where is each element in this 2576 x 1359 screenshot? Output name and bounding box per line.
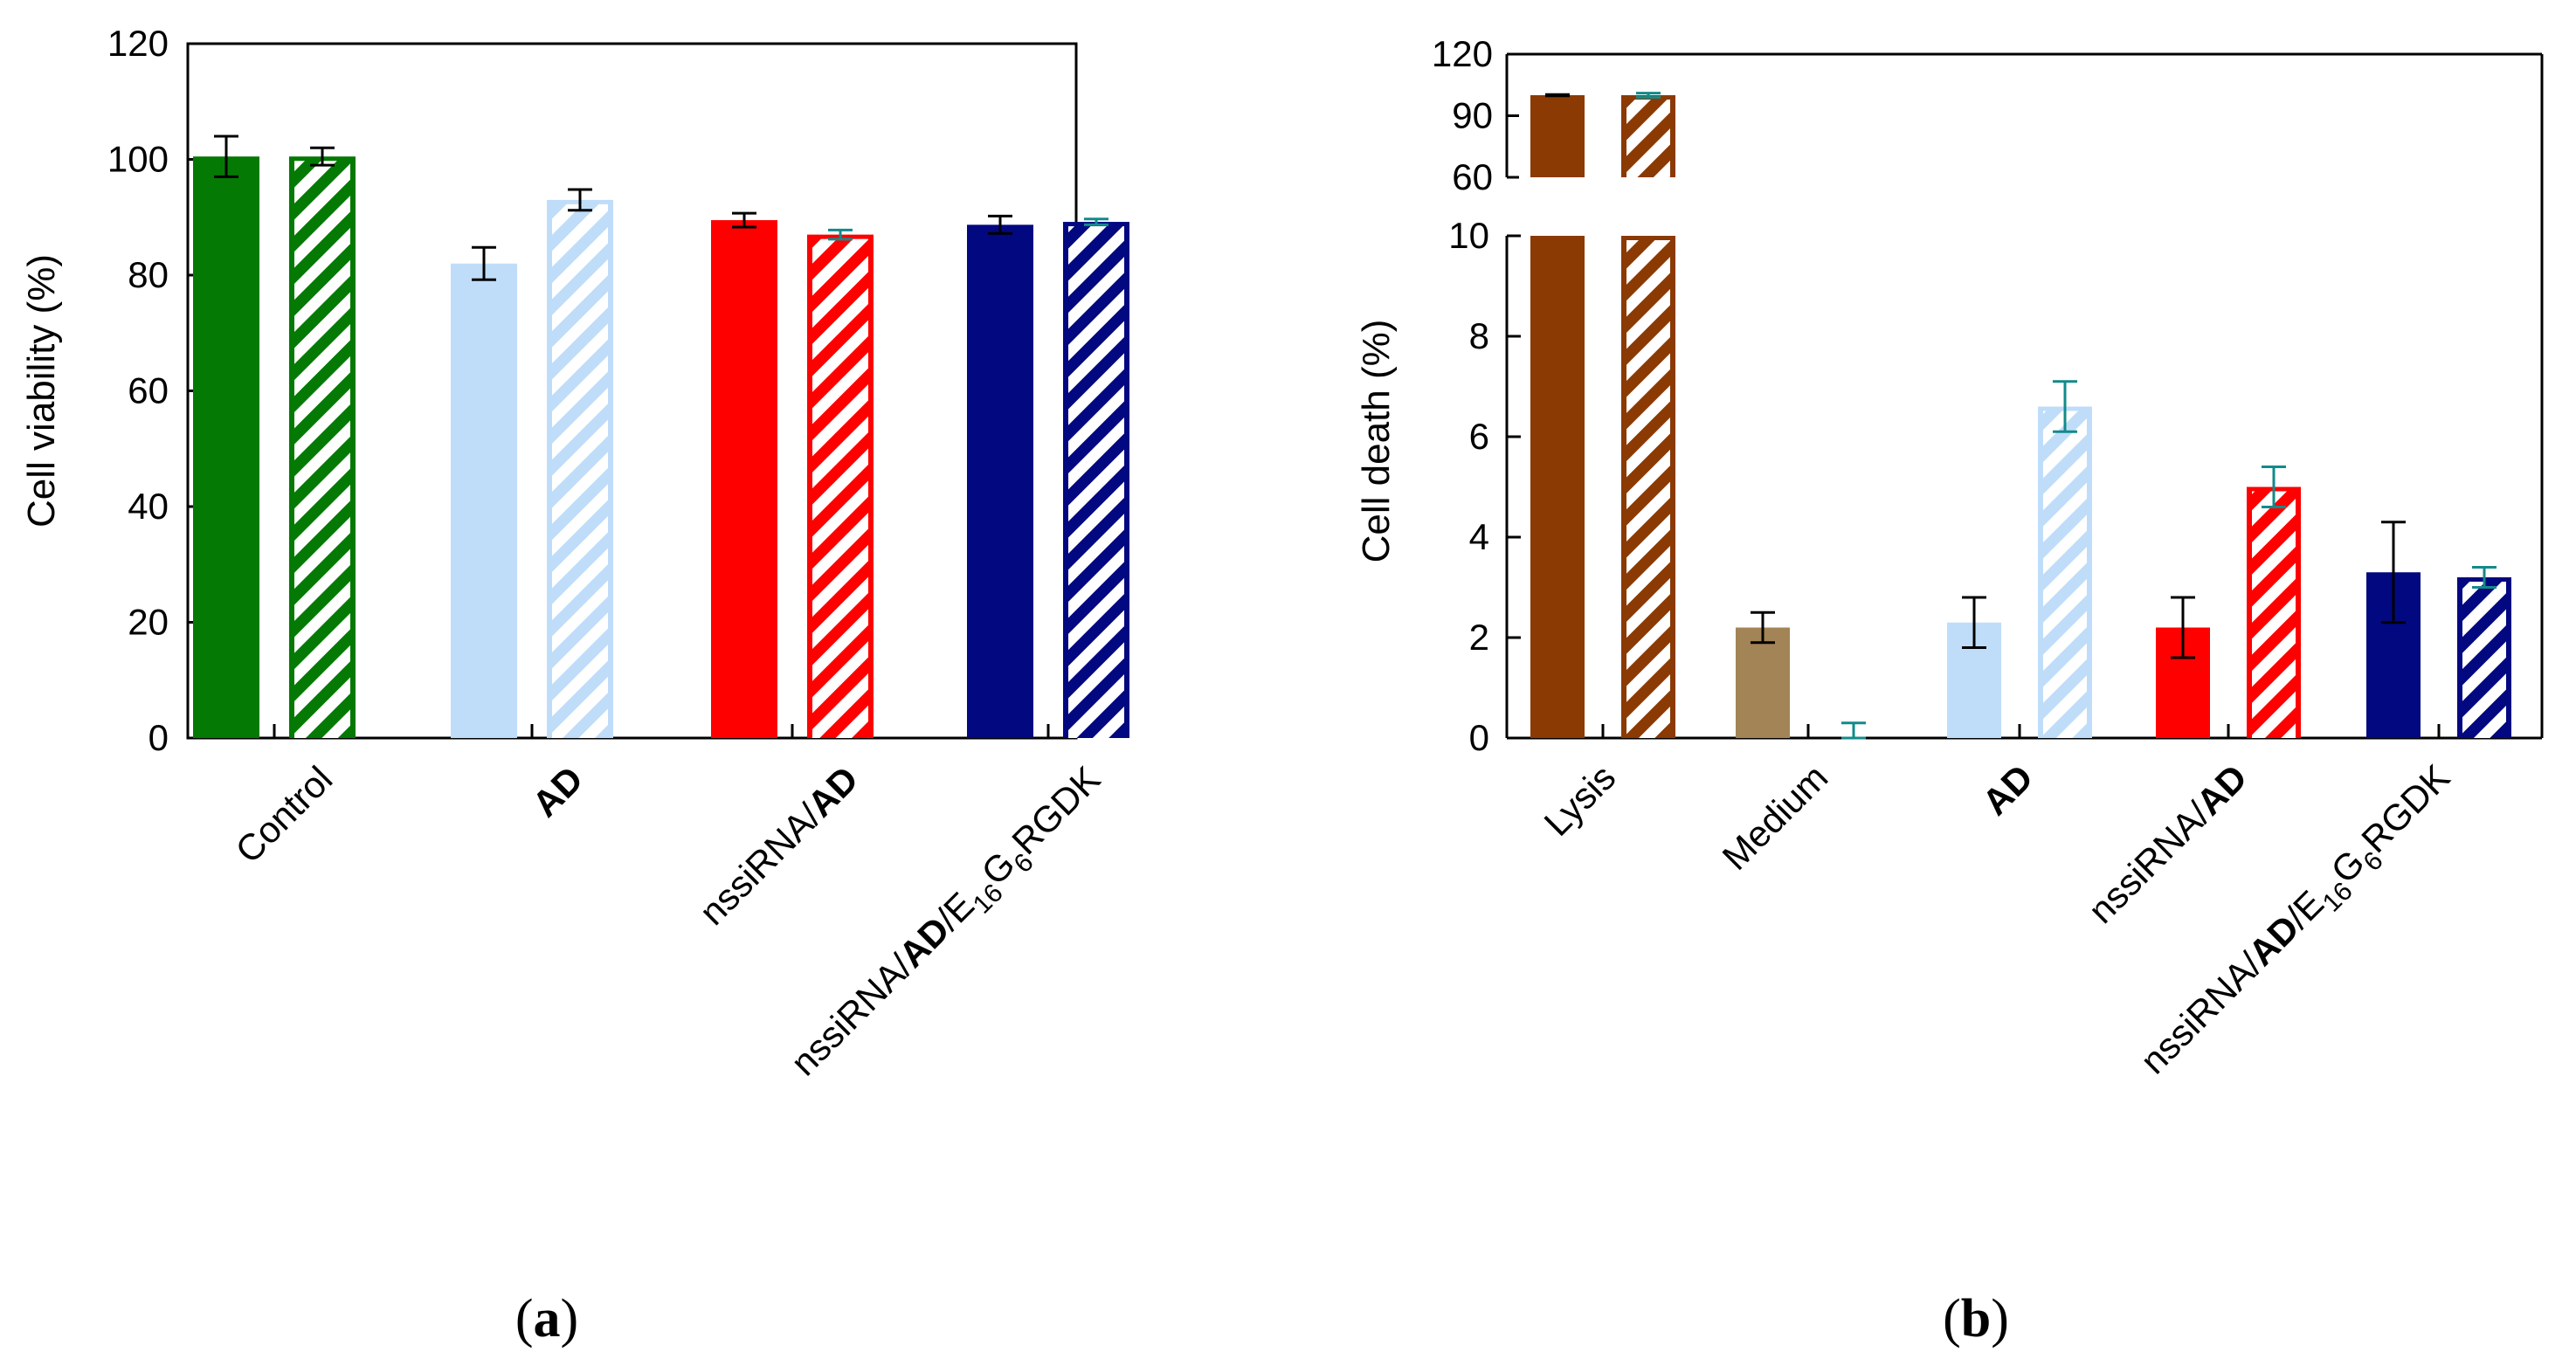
bar-solid-0-lower-fill <box>1530 236 1585 738</box>
error-bar-solid-2 <box>1962 596 1986 649</box>
error-bar-hatched-0 <box>1636 92 1661 99</box>
category-label-2-part-0: nssiRNA/ <box>691 796 828 933</box>
bar-solid-2-fill <box>711 220 777 738</box>
bar-solid-1 <box>1736 627 1790 738</box>
y-axis-title: Cell viability (%) <box>20 254 63 528</box>
error-bar-solid-4 <box>2381 521 2406 624</box>
bar-solid-0-lower <box>1530 236 1585 738</box>
category-label-4-part-6: RGDK <box>2353 756 2457 860</box>
bar-hatched-2-hatch <box>2043 410 2087 738</box>
error-bar-solid-0 <box>214 135 238 178</box>
error-bar-solid-3 <box>988 214 1012 235</box>
category-label-0-part-0: Control <box>227 758 340 871</box>
bar-hatched-0-upper-hatch <box>1626 100 1670 177</box>
panel-label-open: ( <box>1943 1289 1961 1349</box>
bar-hatched-4 <box>2457 577 2511 738</box>
category-label-0: Lysis <box>1537 756 1624 844</box>
error-bar-hatched-4 <box>2472 566 2497 589</box>
y-tick-label-lower: 10 <box>1448 215 1489 256</box>
bar-hatched-0 <box>289 156 356 738</box>
bar-solid-1-fill <box>1736 627 1790 738</box>
y-tick-label-lower: 8 <box>1469 315 1489 356</box>
error-bar-solid-2 <box>732 211 756 229</box>
y-tick-label-upper: 60 <box>1452 156 1493 197</box>
category-label-3-part-0: nssiRNA/ <box>2080 794 2217 931</box>
category-label-1-part-0: Medium <box>1714 756 1835 878</box>
chart-panel-a: 0 20 40 60 80 100 120 Cell viability (%) Control… <box>20 23 1129 1349</box>
category-label-0-part-0: Lysis <box>1537 756 1624 844</box>
bar-hatched-0-lower-hatch <box>1626 240 1670 738</box>
category-label-2-part-0: AD <box>1974 756 2041 823</box>
y-tick-label: 40 <box>128 486 169 527</box>
category-label-3-part-0: nssiRNA/ <box>783 946 920 1083</box>
category-label-2: AD <box>1974 756 2041 823</box>
y-tick-label-lower: 6 <box>1469 416 1489 457</box>
panel-label-close: ) <box>1991 1289 2009 1349</box>
bar-hatched-3 <box>1063 222 1129 739</box>
category-label-4-part-0: nssiRNA/ <box>2132 944 2269 1081</box>
bar-hatched-2 <box>807 234 874 738</box>
y-axis-title: Cell death (%) <box>1355 320 1398 563</box>
y-tick-label-upper: 120 <box>1432 33 1493 74</box>
y-tick-label-lower: 2 <box>1469 617 1489 658</box>
error-bar-hatched-2 <box>828 228 853 241</box>
panel-label: (a) <box>515 1289 578 1349</box>
error-bar-hatched-1 <box>568 188 592 212</box>
bar-solid-3-fill <box>967 224 1033 738</box>
bar-hatched-1 <box>547 199 613 738</box>
panel-label-close: ) <box>561 1289 579 1349</box>
bar-solid-3 <box>967 224 1033 738</box>
bar-solid-0 <box>193 156 259 738</box>
error-bar-hatched-1 <box>1841 721 1866 740</box>
bar-solid-0-upper <box>1530 95 1585 177</box>
bar-hatched-0-hatch <box>294 161 350 738</box>
bar-hatched-2 <box>2038 406 2092 738</box>
bar-hatched-1-hatch <box>552 204 608 738</box>
category-label-2: nssiRNA/AD <box>691 758 866 933</box>
bar-solid-2 <box>711 220 777 738</box>
panel-label-open: ( <box>515 1289 534 1349</box>
bar-hatched-0-lower <box>1621 236 1675 738</box>
y-tick-label-upper: 90 <box>1452 95 1493 136</box>
error-bar-solid-0 <box>1545 93 1570 98</box>
bar-solid-1 <box>451 263 517 738</box>
bar-solid-0-fill <box>193 156 259 738</box>
chart-panel-b: 60 90 120 0 2 4 6 8 10 Cell death (%) Lysis Medium A… <box>1355 33 2544 1349</box>
bar-solid-0-upper-fill <box>1530 95 1585 177</box>
bar-hatched-3 <box>2247 486 2301 738</box>
error-bar-hatched-0 <box>310 146 335 167</box>
error-bar-hatched-3 <box>2262 466 2286 508</box>
error-bar-hatched-2 <box>2053 380 2077 433</box>
y-tick-label: 60 <box>128 370 169 411</box>
category-label-1-part-0: AD <box>524 758 590 824</box>
bar-hatched-3-hatch <box>1068 226 1124 738</box>
category-label-3: nssiRNA/AD <box>2080 756 2255 931</box>
error-bar-hatched-3 <box>1084 217 1108 226</box>
panel-label-letter: b <box>1961 1289 1991 1349</box>
y-tick-label: 100 <box>107 139 169 180</box>
error-bar-solid-1 <box>1751 611 1775 645</box>
bar-solid-1-fill <box>451 263 517 738</box>
y-tick-label: 80 <box>128 254 169 295</box>
panel-label: (b) <box>1943 1289 2009 1349</box>
category-label-0: Control <box>227 758 340 871</box>
bar-hatched-0-upper <box>1621 95 1675 177</box>
category-label-1: AD <box>524 758 590 824</box>
bar-hatched-2-hatch <box>812 238 868 738</box>
category-label-3-part-6: RGDK <box>1004 758 1108 862</box>
panel-label-letter: a <box>534 1289 561 1349</box>
error-bar-solid-3 <box>2171 596 2195 659</box>
y-tick-label: 20 <box>128 602 169 643</box>
error-bar-solid-1 <box>472 245 496 281</box>
category-label-1: Medium <box>1714 756 1835 878</box>
bar-hatched-4-hatch <box>2462 582 2506 738</box>
y-tick-label-lower: 4 <box>1469 516 1489 557</box>
y-tick-label-lower: 0 <box>1469 717 1489 758</box>
y-tick-label: 0 <box>148 717 169 758</box>
bar-hatched-3-hatch <box>2252 491 2296 738</box>
y-tick-label: 120 <box>107 23 169 64</box>
